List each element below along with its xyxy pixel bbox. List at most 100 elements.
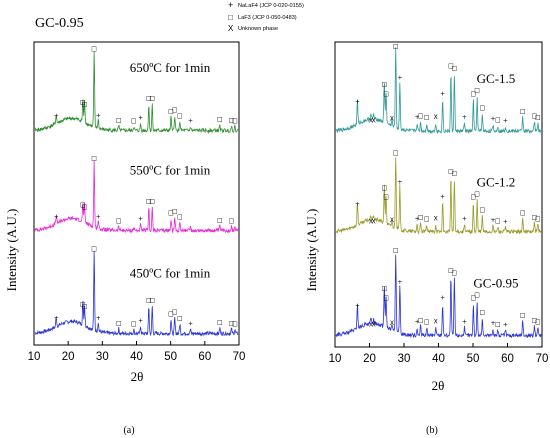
phase-marker: □ — [168, 108, 174, 115]
legend-symbol: + — [228, 0, 233, 10]
phase-marker: □ — [229, 217, 235, 224]
phase-marker: + — [397, 279, 402, 286]
plot-frame — [334, 41, 543, 348]
legend-symbol: □ — [228, 13, 233, 22]
phase-marker: □ — [217, 116, 223, 123]
series-label: 550ºC for 1min — [130, 163, 211, 178]
x-tick-label: 30 — [398, 353, 411, 365]
phase-marker: + — [138, 215, 143, 222]
phase-marker: □ — [520, 210, 526, 217]
x-tick-label: 10 — [28, 351, 41, 363]
phase-marker: □ — [448, 63, 454, 70]
legend-item-laf3: □ LaF3 (JCP 0-050-0483) — [228, 13, 297, 22]
x-tick-label: 60 — [198, 351, 211, 363]
phase-marker: + — [138, 115, 143, 122]
phase-marker: + — [503, 117, 508, 124]
phase-marker: □ — [80, 99, 86, 106]
phase-marker: □ — [471, 295, 477, 302]
phase-marker: X — [369, 322, 373, 329]
phase-marker: + — [462, 114, 467, 121]
x-axis-title: 2θ — [131, 369, 144, 384]
phase-marker: X — [372, 322, 376, 329]
phase-marker: □ — [479, 309, 485, 316]
x-tick-label: 20 — [363, 353, 376, 365]
phase-marker: + — [440, 193, 445, 200]
phase-marker: + — [503, 218, 508, 225]
phase-marker: □ — [82, 101, 88, 108]
phase-marker: □ — [393, 150, 399, 157]
phase-marker: □ — [116, 217, 122, 224]
phase-marker: □ — [232, 321, 238, 328]
phase-marker: □ — [217, 217, 223, 224]
x-tick-label: 50 — [164, 351, 177, 363]
phase-marker: □ — [495, 117, 501, 124]
panel-a: Intensity (A.U.) GC-0.95 2θ 10 20 30 40 50 60… — [4, 16, 245, 436]
phase-marker: □ — [424, 114, 430, 121]
series-line — [335, 254, 542, 339]
phase-marker: X — [434, 215, 438, 222]
phase-marker: □ — [381, 81, 387, 88]
phase-marker: □ — [146, 198, 152, 205]
phase-marker: X — [390, 320, 394, 327]
phase-marker: □ — [217, 319, 223, 326]
phase-marker: □ — [116, 320, 122, 327]
caption-b: (b) — [426, 425, 438, 436]
phase-marker: □ — [535, 114, 541, 121]
phase-marker: + — [188, 118, 193, 125]
phase-marker: + — [96, 315, 101, 322]
phase-markers: +XX□□X□++□ □ X+□□+□□□+ □ +□□□+XX□□X□++□ □ X+□□… — [355, 43, 541, 329]
phase-marker: □ — [383, 295, 389, 302]
curve-labels: GC-0.95 GC-1.2 GC-1.5 — [473, 71, 518, 290]
phase-marker: □ — [474, 191, 480, 198]
phase-marker: □ — [418, 113, 424, 120]
series-line — [335, 157, 542, 235]
phase-marker: □ — [474, 292, 480, 299]
phase-marker: □ — [146, 95, 152, 102]
phase-marker: □ — [532, 317, 538, 324]
phase-marker: + — [355, 303, 360, 310]
phase-marker: + — [503, 322, 508, 329]
phase-marker: □ — [479, 105, 485, 112]
phase-marker: □ — [91, 246, 97, 253]
phase-marker: + — [54, 112, 59, 119]
phase-marker: □ — [418, 317, 424, 324]
phase-marker: + — [490, 320, 495, 327]
curves — [34, 51, 239, 337]
chart-title: GC-0.95 — [35, 16, 84, 31]
phase-marker: □ — [116, 117, 122, 124]
phase-marker: □ — [172, 208, 178, 215]
phase-marker: □ — [80, 201, 86, 208]
series-line — [34, 51, 239, 134]
phase-marker: X — [369, 218, 373, 225]
phase-marker: □ — [383, 90, 389, 97]
phase-marker: □ — [229, 320, 235, 327]
x-axis-title: 2θ — [432, 378, 445, 393]
phase-marker: □ — [471, 193, 477, 200]
phase-marker: □ — [131, 118, 137, 125]
phase-marker: □ — [91, 155, 97, 162]
phase-marker: + — [440, 90, 445, 97]
phase-marker: □ — [177, 315, 183, 322]
phase-marker: □ — [149, 95, 155, 102]
phase-marker: □ — [520, 108, 526, 115]
phase-marker: □ — [229, 117, 235, 124]
phase-marker: + — [415, 318, 420, 325]
phase-markers: +□□□+□ □ +□□□□□+ □ □□+□□□+□ +□□□□□ □ □+□□□+□ □ +□… — [54, 46, 238, 328]
phase-marker: + — [355, 98, 360, 105]
series-label: 650ºC for 1min — [130, 60, 211, 75]
legend-item-unknown: X Unknown phase — [228, 24, 278, 33]
series-line — [34, 160, 239, 234]
series-line — [34, 251, 239, 337]
phase-marker: □ — [532, 113, 538, 120]
x-tick-label: 40 — [130, 351, 143, 363]
phase-marker: □ — [479, 207, 485, 214]
phase-marker: □ — [495, 321, 501, 328]
phase-marker: □ — [149, 198, 155, 205]
x-tick-label: 70 — [233, 351, 246, 363]
phase-marker: + — [54, 315, 59, 322]
legend-label: LaF3 (JCP 0-050-0483) — [238, 15, 297, 21]
phase-marker: □ — [381, 285, 387, 292]
series-line — [335, 47, 542, 135]
phase-marker: □ — [452, 269, 458, 276]
